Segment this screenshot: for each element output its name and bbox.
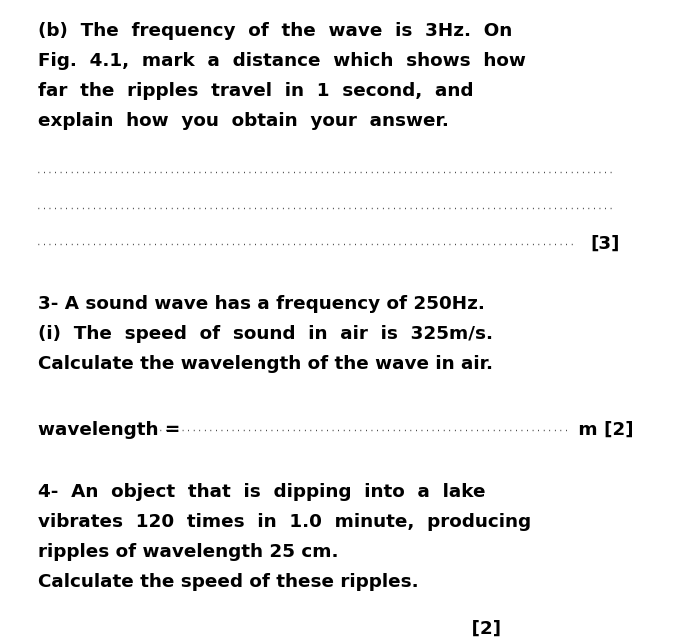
- Text: (i)  The  speed  of  sound  in  air  is  325m/s.: (i) The speed of sound in air is 325m/s.: [38, 325, 493, 343]
- Text: [2]: [2]: [38, 620, 501, 637]
- Text: 4-  An  object  that  is  dipping  into  a  lake: 4- An object that is dipping into a lake: [38, 483, 485, 501]
- Text: ripples of wavelength 25 cm.: ripples of wavelength 25 cm.: [38, 543, 339, 561]
- Text: Calculate the wavelength of the wave in air.: Calculate the wavelength of the wave in …: [38, 355, 493, 373]
- Text: Calculate the speed of these ripples.: Calculate the speed of these ripples.: [38, 573, 419, 591]
- Text: Fig.  4.1,  mark  a  distance  which  shows  how: Fig. 4.1, mark a distance which shows ho…: [38, 52, 526, 70]
- Text: m [2]: m [2]: [572, 421, 633, 439]
- Text: [3]: [3]: [590, 235, 620, 253]
- Text: explain  how  you  obtain  your  answer.: explain how you obtain your answer.: [38, 112, 449, 130]
- Text: 3- A sound wave has a frequency of 250Hz.: 3- A sound wave has a frequency of 250Hz…: [38, 295, 485, 313]
- Text: vibrates  120  times  in  1.0  minute,  producing: vibrates 120 times in 1.0 minute, produc…: [38, 513, 531, 531]
- Text: wavelength =: wavelength =: [38, 421, 186, 439]
- Text: (b)  The  frequency  of  the  wave  is  3Hz.  On: (b) The frequency of the wave is 3Hz. On: [38, 22, 512, 40]
- Text: far  the  ripples  travel  in  1  second,  and: far the ripples travel in 1 second, and: [38, 82, 474, 100]
